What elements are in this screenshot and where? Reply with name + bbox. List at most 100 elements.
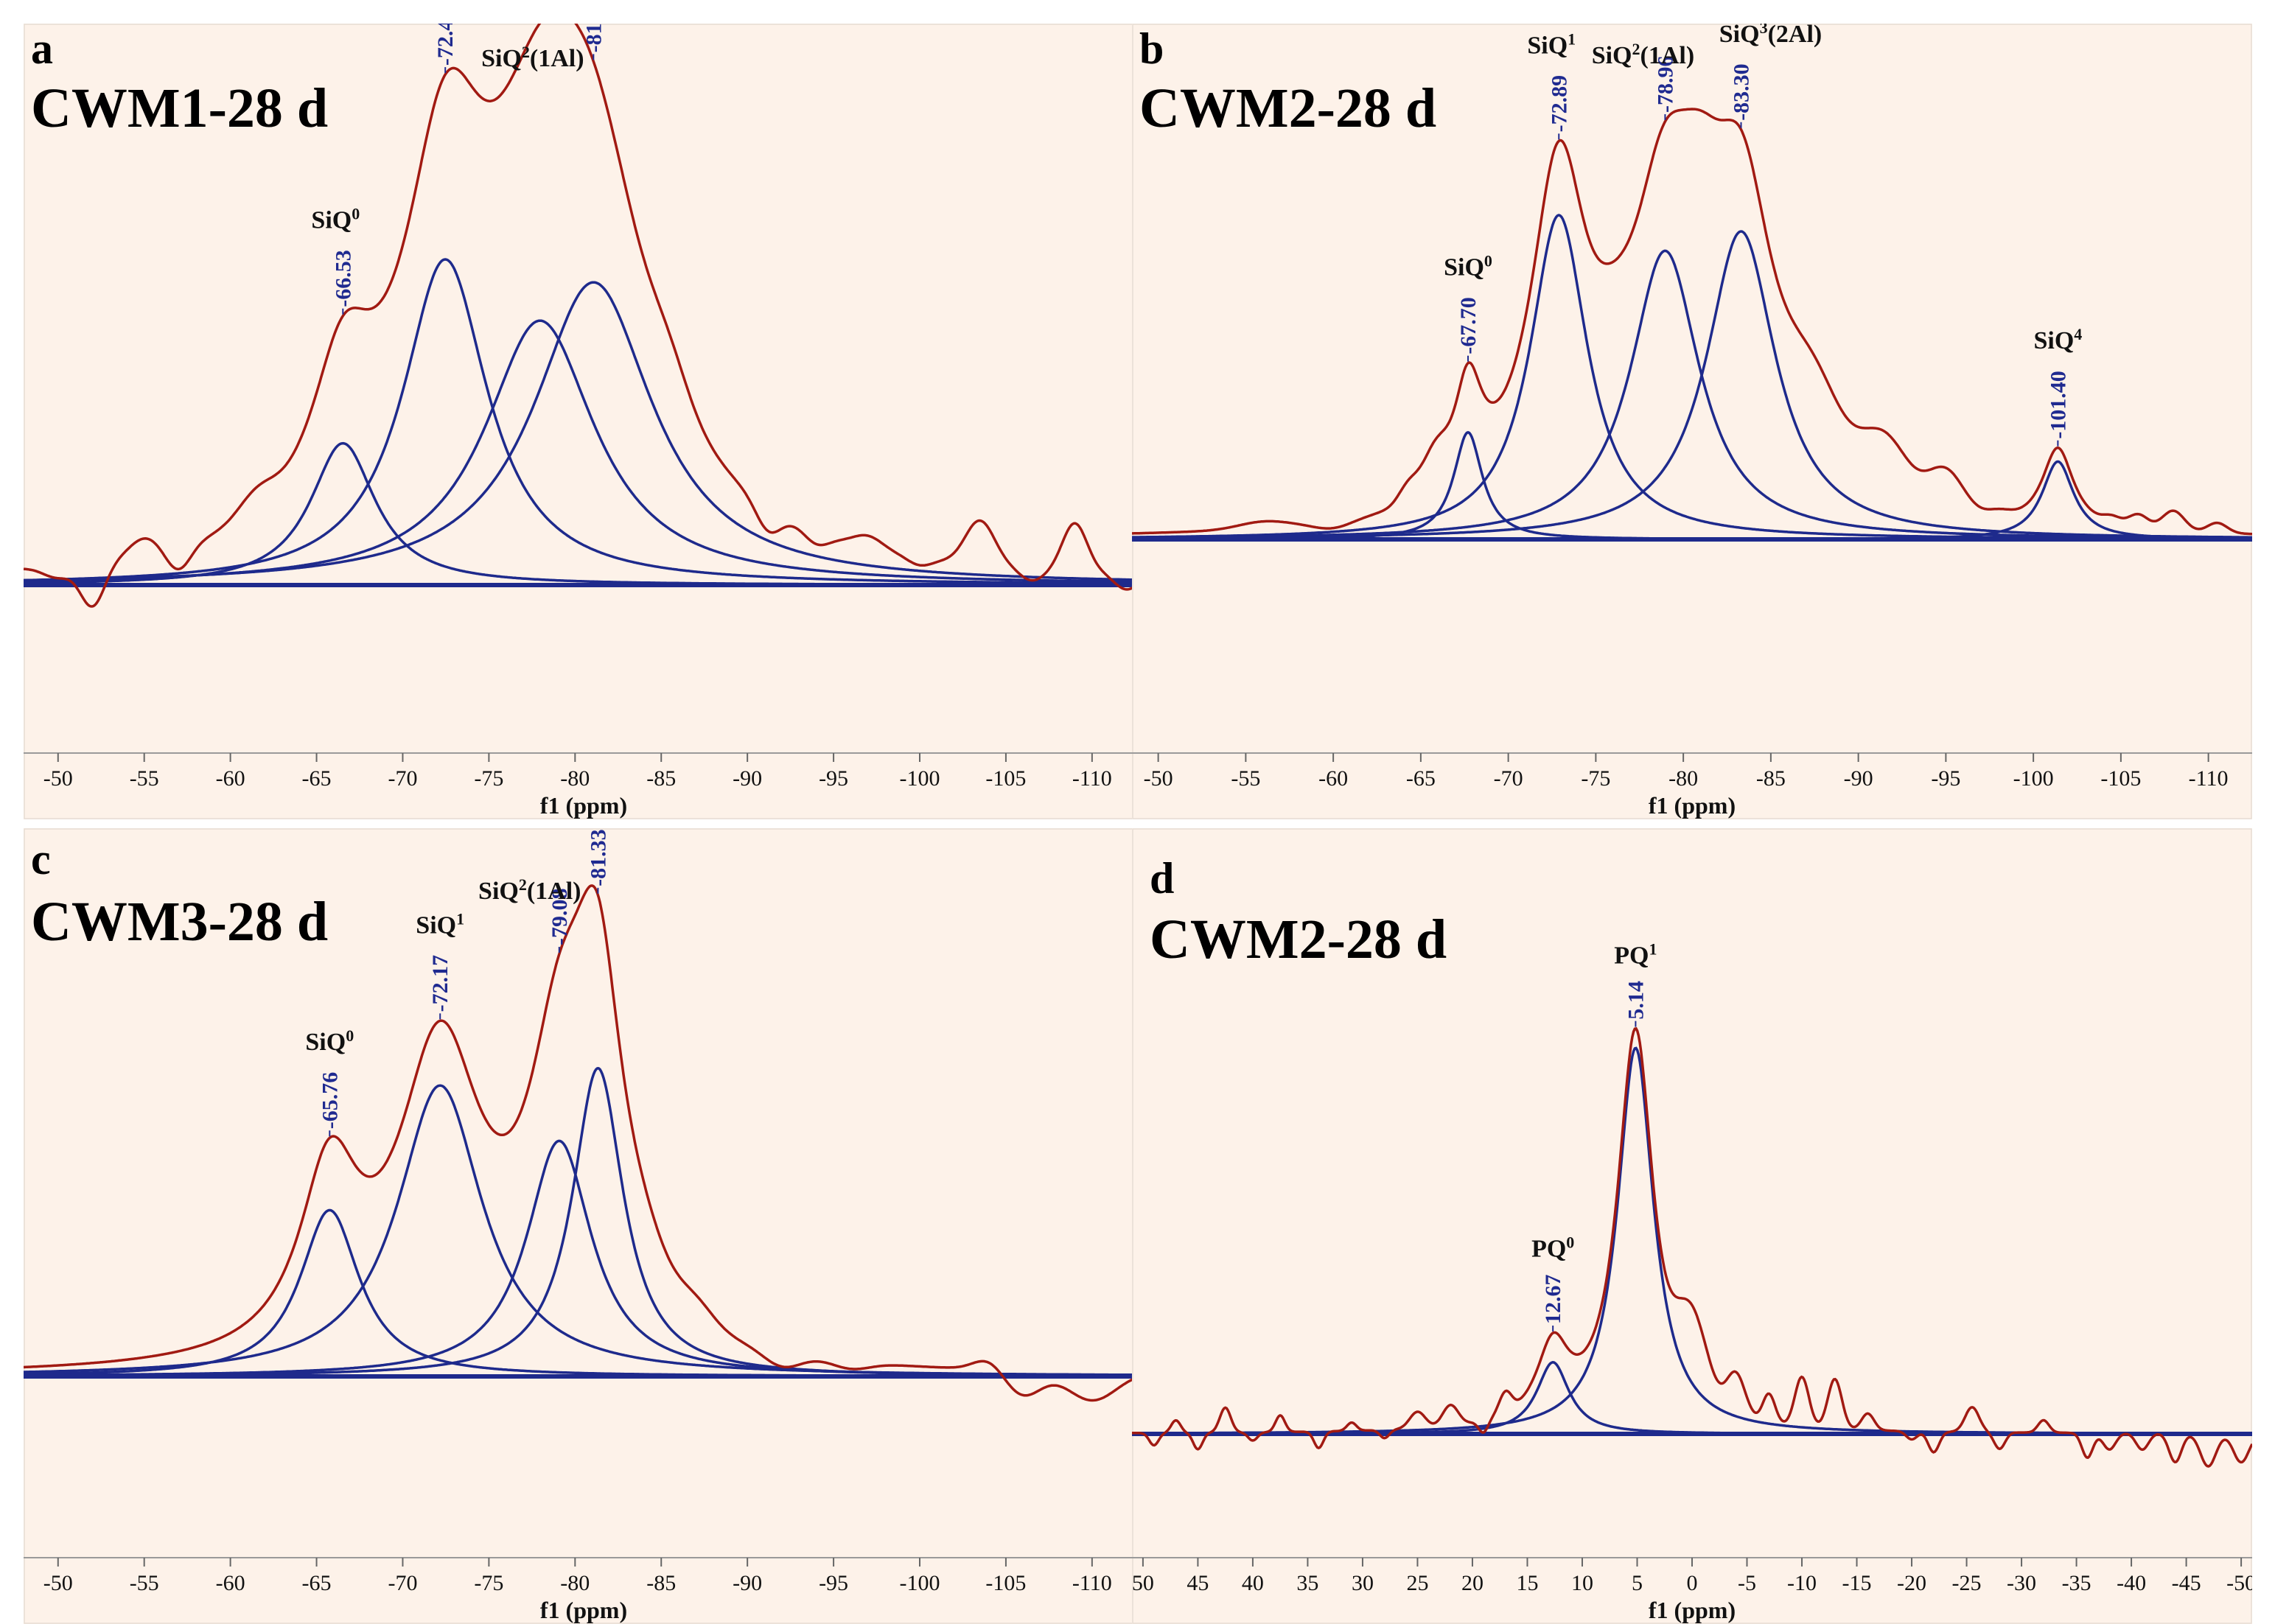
x-tick-label: -90 xyxy=(1844,766,1873,791)
peak-name-label: SiQ2(1Al) xyxy=(481,43,584,72)
plot-background xyxy=(24,828,1144,1624)
panel-b: -50 -55 -60 -65 -70 -75 -80 -85 -90 -95 -100 -105 -1… xyxy=(1132,24,2252,819)
peak-name-label: SiQ1 xyxy=(1527,29,1576,59)
x-tick-label: -15 xyxy=(1842,1571,1872,1595)
x-tick-label: -105 xyxy=(985,766,1026,791)
x-tick-label: -20 xyxy=(1897,1571,1926,1595)
panel-title: CWM3-28 d xyxy=(31,891,328,953)
x-tick-label: -75 xyxy=(1581,766,1610,791)
x-tick-label: -100 xyxy=(2013,766,2054,791)
x-tick-label: -5 xyxy=(1738,1571,1756,1595)
x-tick-label: -50 xyxy=(43,1571,73,1595)
x-tick-label: -85 xyxy=(1756,766,1786,791)
x-tick-label: -85 xyxy=(646,1571,676,1595)
peak-name-label: SiQ0 xyxy=(1444,251,1492,281)
x-tick-label: -35 xyxy=(2062,1571,2091,1595)
x-tick-label: -30 xyxy=(2007,1571,2036,1595)
x-tick-label: -65 xyxy=(1406,766,1436,791)
fit-curve-siq1 xyxy=(24,258,1144,585)
x-tick-label: -50 xyxy=(1144,766,1173,791)
x-tick-label: -80 xyxy=(1668,766,1698,791)
x-tick-label: 40 xyxy=(1242,1571,1264,1595)
peak-value-label: -79.08 xyxy=(548,889,572,946)
panel-letter: d xyxy=(1150,854,1174,903)
x-tick-label: -110 xyxy=(1072,766,1112,791)
x-tick-label: -60 xyxy=(216,766,245,791)
peak-value-label: -66.53 xyxy=(331,250,355,307)
x-tick-label: -110 xyxy=(1072,1571,1112,1595)
x-tick-label: 5 xyxy=(1632,1571,1643,1595)
chart-c: -50 -55 -60 -65 -70 -75 -80 -85 -90 -95 -100 -105 -1… xyxy=(24,828,1144,1624)
x-tick-label: -55 xyxy=(130,1571,159,1595)
x-tick-label: 25 xyxy=(1406,1571,1428,1595)
x-tick-label: 35 xyxy=(1296,1571,1318,1595)
x-tick-label: 10 xyxy=(1571,1571,1593,1595)
chart-d: 50 45 40 35 30 25 20 15 10 5 0 -5 -10 -15 -20 -25 -30 -35… xyxy=(1132,828,2252,1624)
x-tick-label: -90 xyxy=(733,1571,762,1595)
peak-value-label: 12.67 xyxy=(1541,1275,1565,1325)
peak-value-label: 5.14 xyxy=(1624,981,1648,1020)
peak-value-label: -81.07 xyxy=(581,24,606,52)
peak-value-label: -67.70 xyxy=(1456,297,1481,354)
x-tick-label: -65 xyxy=(302,766,332,791)
experimental-spectrum xyxy=(24,24,1144,608)
x-axis-label: f1 (ppm) xyxy=(1649,792,1736,819)
x-tick-label: -60 xyxy=(1318,766,1348,791)
peak-name-label: SiQ1 xyxy=(416,909,464,939)
panel-title: CWM1-28 d xyxy=(31,77,328,139)
x-tick-label: -50 xyxy=(43,766,73,791)
x-tick-label: -10 xyxy=(1787,1571,1817,1595)
x-tick-label: -70 xyxy=(1494,766,1523,791)
x-tick-label: -55 xyxy=(130,766,159,791)
x-tick-label: -110 xyxy=(2189,766,2229,791)
x-tick-label: -65 xyxy=(302,1571,332,1595)
x-tick-label: -90 xyxy=(733,766,762,791)
x-tick-label: 0 xyxy=(1687,1571,1698,1595)
peak-value-label: -72.89 xyxy=(1547,75,1571,133)
x-tick-label: -95 xyxy=(1931,766,1960,791)
plot-background xyxy=(1132,828,2252,1624)
chart-b: -50 -55 -60 -65 -70 -75 -80 -85 -90 -95 -100 -105 -1… xyxy=(1132,24,2252,819)
panel-a: -50 -55 -60 -65 -70 -75 -80 -85 -90 -95 -100 -105 -1… xyxy=(24,24,1144,819)
fit-curve-siq3 xyxy=(1132,230,2252,539)
peak-value-label: -72.17 xyxy=(428,955,452,1012)
x-tick-label: -80 xyxy=(560,1571,590,1595)
x-tick-label: -95 xyxy=(819,766,848,791)
peak-name-label: SiQ3(2Al) xyxy=(1719,24,1822,48)
plot-frame xyxy=(1132,24,2252,819)
panel-d: 50 45 40 35 30 25 20 15 10 5 0 -5 -10 -15 -20 -25 -30 -35… xyxy=(1132,828,2252,1624)
x-tick-label: -75 xyxy=(474,1571,503,1595)
peak-name-label: PQ1 xyxy=(1614,939,1657,970)
x-tick-label: -85 xyxy=(646,766,676,791)
x-tick-label: -45 xyxy=(2172,1571,2201,1595)
x-tick-label: 30 xyxy=(1352,1571,1374,1595)
fit-curve-siq3 xyxy=(24,281,1144,582)
x-axis-label: f1 (ppm) xyxy=(540,792,627,819)
peak-value-label: -72.47 xyxy=(433,24,458,66)
peak-name-label: SiQ4 xyxy=(2033,325,2082,355)
experimental-spectrum xyxy=(24,884,1144,1402)
x-tick-label: -105 xyxy=(985,1571,1026,1595)
x-tick-label: -105 xyxy=(2100,766,2141,791)
x-tick-label: -60 xyxy=(216,1571,245,1595)
x-tick-label: 20 xyxy=(1461,1571,1484,1595)
x-tick-label: -55 xyxy=(1231,766,1260,791)
peak-value-label: -65.76 xyxy=(318,1072,342,1130)
x-axis-label: f1 (ppm) xyxy=(540,1597,627,1623)
peak-value-label: -83.30 xyxy=(1730,63,1754,121)
x-tick-label: -70 xyxy=(388,1571,417,1595)
panel-letter: b xyxy=(1139,24,1164,73)
x-tick-label: -40 xyxy=(2117,1571,2146,1595)
x-axis-label: f1 (ppm) xyxy=(1649,1597,1736,1623)
peak-name-label: SiQ2(1Al) xyxy=(478,875,581,906)
peak-name-label: SiQ0 xyxy=(305,1026,354,1057)
panel-title: CWM2-28 d xyxy=(1150,909,1447,970)
peak-name-label: PQ0 xyxy=(1531,1233,1574,1263)
panel-letter: c xyxy=(31,835,51,883)
experimental-spectrum xyxy=(1132,1026,2252,1468)
x-tick-label: -70 xyxy=(388,766,417,791)
x-tick-label: -100 xyxy=(900,1571,940,1595)
peak-value-label: -78.96 xyxy=(1653,55,1677,113)
x-tick-label: -100 xyxy=(900,766,940,791)
peak-name-label: SiQ0 xyxy=(311,204,360,234)
